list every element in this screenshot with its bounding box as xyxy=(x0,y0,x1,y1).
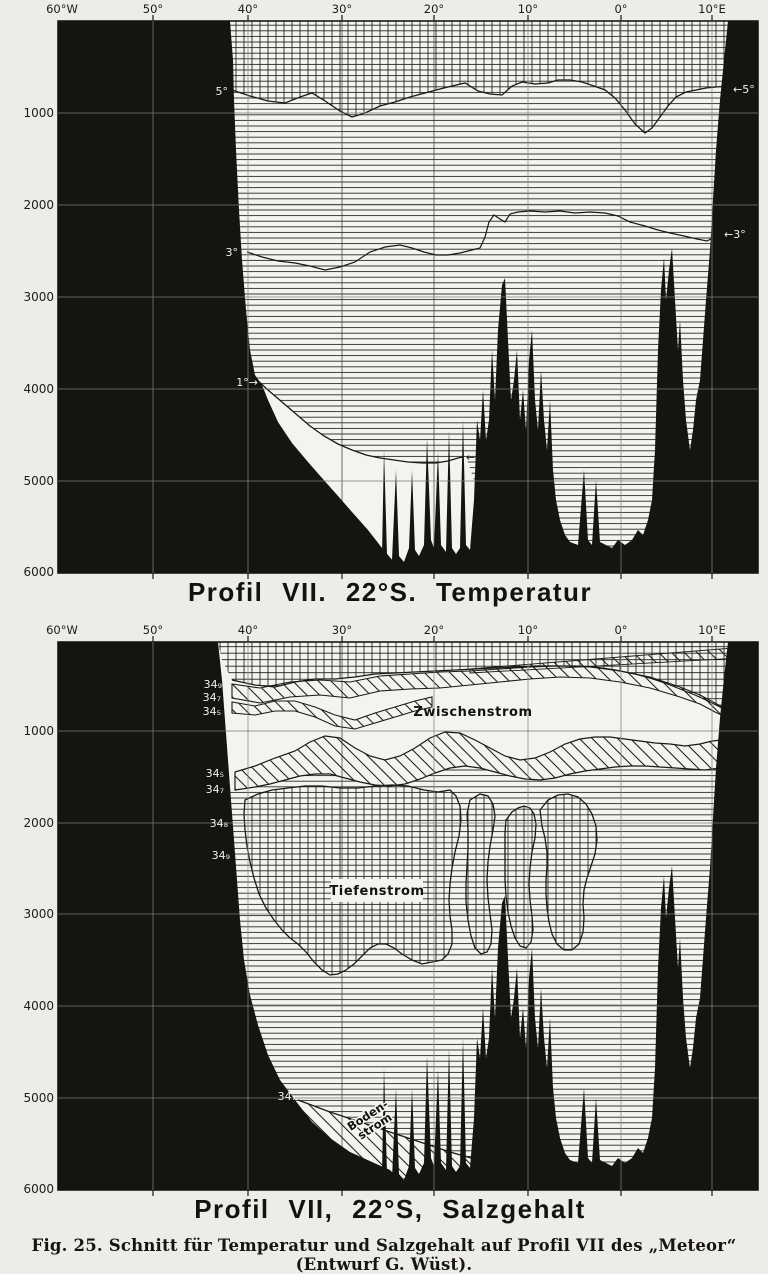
isotherm-5-left-label: 5° xyxy=(216,85,229,98)
tiefenstrom-label: Tiefenstrom xyxy=(329,884,424,899)
seafloor-ridges-s xyxy=(380,642,758,1190)
lon-label: 20° xyxy=(424,2,444,16)
isotherm-3-left-label: 3° xyxy=(226,246,239,259)
depth-label: 1000 xyxy=(23,106,54,120)
depth-label: 6000 xyxy=(23,1182,54,1196)
tiefenstrom-label-background xyxy=(331,879,423,902)
isotherm-5-line xyxy=(231,79,729,134)
depth-label: 6000 xyxy=(23,565,54,579)
zwischenstrom-label: Zwischenstrom xyxy=(413,705,532,720)
figure-caption: Fig. 25. Schnitt für Temperatur und Salz… xyxy=(31,1236,737,1274)
depth-labels-t: 1000 2000 3000 4000 5000 6000 xyxy=(23,106,54,579)
lon-label: 20° xyxy=(424,623,444,637)
isohaline-label-349-upper: 34₉ xyxy=(204,678,222,691)
lon-label: 50° xyxy=(143,2,163,16)
lon-label: 10°E xyxy=(698,623,726,637)
west-continental-slope-s xyxy=(58,642,404,1190)
isotherm-3-line xyxy=(246,210,723,271)
salinity-panel-title: Profil VII, 22°S, Salzgehalt xyxy=(194,1194,586,1224)
longitude-labels-s: 60°W 50° 40° 30° 20° 10° 0° 10°E xyxy=(46,623,726,637)
lon-label: 0° xyxy=(614,2,627,16)
depth-label: 4000 xyxy=(23,382,54,396)
axis-ticks-t xyxy=(152,15,713,579)
lon-label: 30° xyxy=(332,623,352,637)
axis-ticks-s xyxy=(152,636,713,1196)
warm-surface-water-region xyxy=(230,21,730,133)
isotherm-1-line xyxy=(254,377,464,464)
depth-label: 4000 xyxy=(23,999,54,1013)
lon-label: 10° xyxy=(518,2,538,16)
isotherm-1-basin-label: ←1° xyxy=(466,451,488,464)
isotherm-5-right-label: ←5° xyxy=(733,83,755,96)
depth-label: 2000 xyxy=(23,198,54,212)
isotherm-1-left-label: 1°→ xyxy=(236,376,258,389)
tiefenstrom-east-blob-right-lobe xyxy=(539,793,598,951)
gridlines-over-land-s xyxy=(58,642,758,1190)
lon-label: 60°W xyxy=(46,623,78,637)
depth-label: 3000 xyxy=(23,290,54,304)
temperature-panel-title: Profil VII. 22°S. Temperatur xyxy=(187,577,593,607)
west-continental-slope-t xyxy=(58,21,400,573)
lon-label: 10°E xyxy=(698,2,726,16)
lon-label: 0° xyxy=(614,623,627,637)
second-salinity-band-west xyxy=(231,696,433,730)
isohaline-label-345-upper: 34₅ xyxy=(203,705,221,718)
lon-label: 40° xyxy=(238,2,258,16)
lon-label: 40° xyxy=(238,623,258,637)
isohaline-label-348-deep: 34₈ xyxy=(210,817,229,830)
temperature-section-panel: 60°W 50° 40° 30° 20° 10° 0° 10°E 1000 20… xyxy=(0,0,768,620)
lon-label: 60°W xyxy=(46,2,78,16)
isohaline-label-345-mid: 34₅ xyxy=(206,767,224,780)
isohaline-label-347-mid: 34₇ xyxy=(206,783,224,796)
tiefenstrom-label-box: Tiefenstrom xyxy=(329,879,424,902)
depth-label: 5000 xyxy=(23,1091,54,1105)
depth-labels-s: 1000 2000 3000 4000 5000 6000 xyxy=(23,724,54,1196)
depth-label: 1000 xyxy=(23,724,54,738)
depth-label: 2000 xyxy=(23,816,54,830)
isohaline-label-347-upper: 34₇ xyxy=(203,691,221,704)
cold-bottom-water-region xyxy=(255,378,492,573)
lon-label: 30° xyxy=(332,2,352,16)
salinity-section-panel: 60°W 50° 40° 30° 20° 10° 0° 10°E 1000 20… xyxy=(0,620,768,1273)
depth-label: 3000 xyxy=(23,907,54,921)
seafloor-ridges-t xyxy=(380,21,758,573)
isotherm-3-right-label: ←3° xyxy=(724,228,746,241)
lon-label: 10° xyxy=(518,623,538,637)
isohaline-labels: 34₉ 34₇ 34₅ 34₅ 34₇ 34₈ 34₉ 34₇ xyxy=(203,678,296,1103)
gridlines-over-land-t xyxy=(58,21,758,573)
isohaline-label-349-deep: 34₉ xyxy=(212,849,230,862)
isohaline-label-347-bottom: 34₇ xyxy=(278,1090,296,1103)
longitude-labels-t: 60°W 50° 40° 30° 20° 10° 0° 10°E xyxy=(46,2,726,16)
lon-label: 50° xyxy=(143,623,163,637)
depth-label: 5000 xyxy=(23,474,54,488)
